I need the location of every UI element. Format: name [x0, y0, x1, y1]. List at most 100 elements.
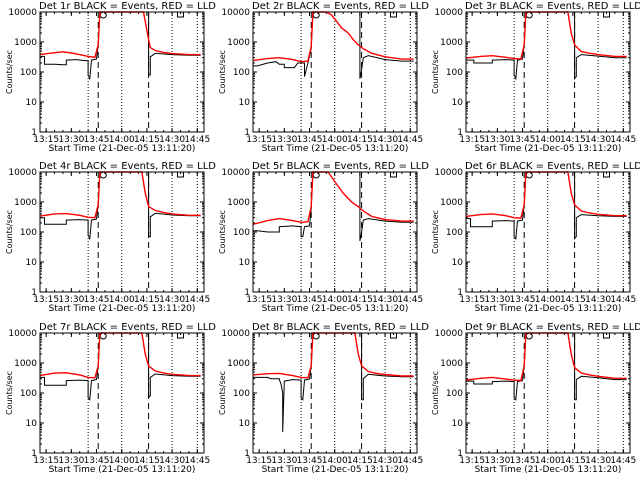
x-tick-label: 14:30 [372, 295, 398, 305]
x-tick-label: 14:00 [535, 135, 561, 145]
x-tick-label: 13:15 [459, 135, 485, 145]
marker-bracket [602, 172, 610, 178]
y-tick-label: 1000 [14, 38, 37, 48]
x-tick-label: 14:00 [109, 295, 135, 305]
y-axis-label: Counts/sec [5, 371, 14, 415]
chart-panel-4: Det 4r BLACK = Events, RED = LLD 1 10 100 10… [5, 161, 216, 314]
x-tick-label: 14:30 [585, 295, 611, 305]
marker-bracket [602, 12, 610, 18]
chart-title: Det 7r BLACK = Events, RED = LLD [39, 322, 216, 333]
x-axis-label: Start Time (21-Dec-05 13:11:20) [262, 144, 409, 154]
chart-panel-3: Det 3r BLACK = Events, RED = LLD 1 10 100 10… [431, 1, 640, 154]
y-tick-label: 1 [457, 128, 463, 138]
x-tick-label: 14:45 [397, 456, 423, 466]
y-tick-label: 100 [20, 68, 37, 78]
x-tick-label: 14:15 [134, 456, 160, 466]
x-tick-label: 13:15 [459, 295, 485, 305]
x-tick-label: 13:45 [510, 135, 536, 145]
y-tick-label: 10000 [434, 8, 463, 18]
y-tick-label: 100 [446, 68, 463, 78]
chart-title: Det 3r BLACK = Events, RED = LLD [465, 1, 640, 12]
chart-panel-1: Det 1r BLACK = Events, RED = LLD 1 10 100 10… [5, 1, 216, 154]
marker-circle [99, 11, 107, 19]
y-axis-label: Counts/sec [5, 50, 14, 94]
x-tick-label: 13:15 [246, 135, 272, 145]
x-tick-label: 13:15 [33, 456, 59, 466]
plot-frame [465, 171, 631, 293]
y-tick-label: 1000 [14, 198, 37, 208]
y-tick-label: 1000 [440, 198, 463, 208]
y-tick-label: 10 [239, 258, 251, 268]
chart-panel-8: Det 8r BLACK = Events, RED = LLD 1 10 100 10… [218, 322, 429, 475]
events-series-line [253, 171, 414, 242]
x-tick-label: 14:00 [535, 295, 561, 305]
x-tick-label: 14:30 [372, 135, 398, 145]
y-tick-label: 10000 [8, 168, 37, 178]
x-tick-label: 13:15 [246, 456, 272, 466]
chart-panel-7: Det 7r BLACK = Events, RED = LLD 1 10 100 10… [5, 322, 216, 475]
x-tick-label: 14:00 [322, 135, 348, 145]
y-tick-label: 100 [446, 228, 463, 238]
x-tick-label: 14:45 [184, 135, 210, 145]
x-tick-label: 14:45 [184, 295, 210, 305]
x-axis-label: Start Time (21-Dec-05 13:11:20) [475, 465, 622, 475]
y-tick-label: 1000 [227, 198, 250, 208]
marker-bracket [176, 12, 184, 18]
x-tick-label: 14:00 [109, 135, 135, 145]
x-tick-label: 13:45 [297, 456, 323, 466]
x-tick-label: 13:45 [297, 135, 323, 145]
y-tick-label: 10 [26, 98, 38, 108]
y-tick-label: 10000 [434, 329, 463, 339]
x-tick-label: 13:45 [510, 295, 536, 305]
y-axis-label: Counts/sec [218, 371, 227, 415]
y-tick-label: 100 [446, 389, 463, 399]
y-axis-label: Counts/sec [431, 50, 440, 94]
x-tick-label: 14:45 [610, 295, 636, 305]
y-tick-label: 10000 [221, 329, 250, 339]
y-tick-label: 10 [239, 98, 251, 108]
x-tick-label: 14:00 [322, 295, 348, 305]
plot-frame [39, 11, 205, 133]
x-tick-label: 14:45 [610, 135, 636, 145]
y-tick-label: 1000 [440, 359, 463, 369]
x-tick-label: 13:15 [33, 135, 59, 145]
events-series-line [253, 11, 414, 79]
y-tick-label: 10000 [434, 168, 463, 178]
y-tick-label: 10000 [221, 168, 250, 178]
x-tick-label: 13:15 [246, 295, 272, 305]
x-tick-label: 14:30 [585, 135, 611, 145]
x-axis-label: Start Time (21-Dec-05 13:11:20) [475, 144, 622, 154]
y-tick-label: 10 [239, 419, 251, 429]
y-tick-label: 100 [233, 68, 250, 78]
x-tick-label: 13:30 [58, 135, 84, 145]
marker-circle [525, 171, 533, 179]
x-tick-label: 14:30 [585, 456, 611, 466]
marker-circle [312, 11, 320, 19]
y-axis-label: Counts/sec [431, 210, 440, 254]
x-tick-label: 13:45 [297, 295, 323, 305]
chart-panel-5: Det 5r BLACK = Events, RED = LLD 1 10 100 10… [218, 161, 429, 314]
y-tick-label: 1 [31, 449, 37, 459]
chart-title: Det 6r BLACK = Events, RED = LLD [465, 161, 640, 172]
y-tick-label: 1000 [14, 359, 37, 369]
x-tick-label: 13:15 [459, 456, 485, 466]
x-tick-label: 14:45 [397, 295, 423, 305]
x-tick-label: 14:30 [372, 456, 398, 466]
y-tick-label: 10 [452, 98, 464, 108]
lld-series-line [465, 332, 627, 382]
x-tick-label: 13:30 [484, 295, 510, 305]
marker-bracket [389, 172, 397, 178]
y-tick-label: 10 [452, 258, 464, 268]
events-series-line [466, 332, 627, 401]
lld-series-line [39, 332, 201, 379]
marker-bracket [389, 12, 397, 18]
y-tick-label: 100 [233, 389, 250, 399]
chart-title: Det 8r BLACK = Events, RED = LLD [252, 322, 429, 333]
x-axis-label: Start Time (21-Dec-05 13:11:20) [475, 304, 622, 314]
x-tick-label: 14:15 [134, 295, 160, 305]
marker-circle [525, 332, 533, 340]
y-tick-label: 1000 [227, 359, 250, 369]
x-tick-label: 13:45 [84, 135, 110, 145]
lld-series-line [465, 171, 627, 219]
